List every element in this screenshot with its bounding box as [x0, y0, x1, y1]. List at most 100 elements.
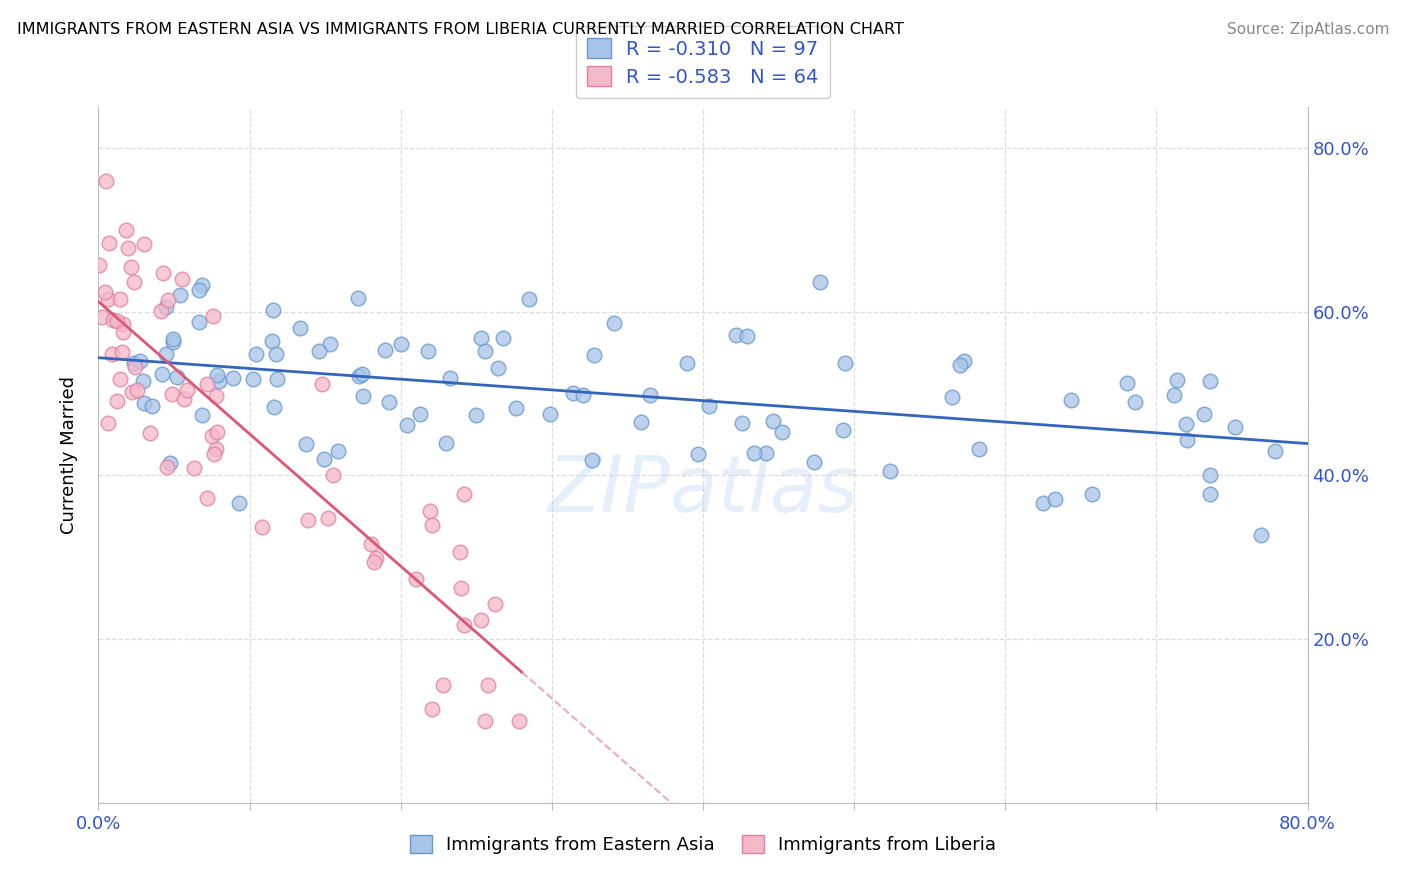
Point	[449, 544, 471, 558]
Point	[176, 383, 198, 397]
Point	[297, 513, 319, 527]
Point	[453, 487, 475, 501]
Point	[266, 372, 288, 386]
Point	[91, 310, 114, 324]
Point	[1081, 486, 1104, 500]
Point	[108, 372, 131, 386]
Point	[803, 455, 825, 469]
Point	[470, 613, 492, 627]
Point	[582, 348, 605, 362]
Point	[484, 597, 506, 611]
Point	[160, 387, 183, 401]
Point	[207, 368, 229, 383]
Point	[389, 337, 412, 351]
Point	[360, 537, 382, 551]
Point	[149, 304, 172, 318]
Point	[470, 331, 492, 345]
Point	[97, 292, 120, 306]
Point	[755, 446, 778, 460]
Point	[561, 386, 583, 401]
Point	[834, 356, 856, 370]
Point	[735, 329, 758, 343]
Point	[474, 714, 496, 728]
Point	[155, 300, 177, 314]
Point	[697, 399, 720, 413]
Point	[967, 442, 990, 457]
Point	[162, 334, 184, 349]
Point	[465, 408, 488, 422]
Point	[228, 496, 250, 510]
Point	[638, 388, 661, 402]
Point	[134, 396, 156, 410]
Point	[264, 347, 287, 361]
Point	[191, 278, 214, 293]
Point	[808, 275, 831, 289]
Point	[294, 436, 316, 450]
Point	[97, 416, 120, 430]
Point	[517, 292, 540, 306]
Point	[1223, 419, 1246, 434]
Point	[352, 368, 374, 382]
Point	[155, 347, 177, 361]
Point	[134, 237, 156, 252]
Point	[474, 343, 496, 358]
Point	[419, 503, 441, 517]
Point	[222, 370, 245, 384]
Point	[630, 415, 652, 429]
Point	[347, 369, 370, 384]
Point	[1175, 433, 1198, 447]
Point	[675, 356, 697, 370]
Point	[114, 223, 136, 237]
Point	[603, 316, 626, 330]
Point	[1175, 417, 1198, 431]
Point	[434, 435, 457, 450]
Point	[832, 423, 855, 437]
Point	[319, 336, 342, 351]
Point	[94, 174, 117, 188]
Point	[94, 285, 117, 300]
Point	[124, 360, 146, 375]
Point	[432, 678, 454, 692]
Point	[195, 491, 218, 506]
Point	[288, 321, 311, 335]
Point	[1060, 392, 1083, 407]
Point	[420, 702, 443, 716]
Point	[363, 555, 385, 569]
Point	[316, 511, 339, 525]
Point	[150, 367, 173, 381]
Point	[439, 371, 461, 385]
Text: Source: ZipAtlas.com: Source: ZipAtlas.com	[1226, 22, 1389, 37]
Point	[89, 258, 111, 272]
Text: IMMIGRANTS FROM EASTERN ASIA VS IMMIGRANTS FROM LIBERIA CURRENTLY MARRIED CORREL: IMMIGRANTS FROM EASTERN ASIA VS IMMIGRAN…	[17, 22, 904, 37]
Point	[201, 429, 224, 443]
Point	[127, 383, 149, 397]
Point	[1250, 528, 1272, 542]
Point	[110, 292, 132, 306]
Point	[1198, 487, 1220, 501]
Point	[131, 374, 153, 388]
Point	[1123, 394, 1146, 409]
Point	[352, 389, 374, 403]
Point	[208, 374, 231, 388]
Point	[326, 443, 349, 458]
Point	[409, 407, 432, 421]
Point	[505, 401, 527, 415]
Point	[262, 302, 284, 317]
Point	[105, 393, 128, 408]
Point	[686, 447, 709, 461]
Point	[120, 260, 142, 274]
Point	[122, 276, 145, 290]
Point	[952, 354, 974, 368]
Point	[195, 377, 218, 392]
Point	[111, 344, 134, 359]
Point	[188, 283, 211, 297]
Point	[103, 313, 125, 327]
Point	[162, 332, 184, 346]
Point	[121, 385, 143, 400]
Point	[139, 425, 162, 440]
Point	[188, 315, 211, 329]
Point	[1043, 492, 1066, 507]
Point	[173, 392, 195, 406]
Point	[450, 582, 472, 596]
Point	[364, 551, 387, 566]
